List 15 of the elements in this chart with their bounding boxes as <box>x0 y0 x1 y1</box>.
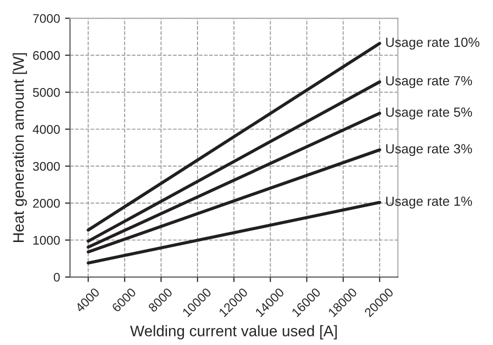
x-axis-title: Welding current value used [A] <box>130 325 337 340</box>
series-label: Usage rate 3% <box>386 144 472 156</box>
y-tick-label: 7000 <box>33 14 60 23</box>
series-label: Usage rate 1% <box>386 196 472 209</box>
y-tick-label: 5000 <box>32 88 60 97</box>
y-tick-label: 2000 <box>33 198 60 208</box>
series-label: Usage rate 7% <box>386 76 472 88</box>
series-label: Usage rate 5% <box>386 108 472 120</box>
y-axis-title: Heat generation amount [W] <box>12 53 27 242</box>
y-tick-label: 6000 <box>33 51 60 60</box>
y-tick-label: 3000 <box>32 162 60 171</box>
series-label: Usage rate 10% <box>386 38 480 50</box>
y-tick-label: 0 <box>54 272 60 282</box>
y-tick-label: 1000 <box>33 236 60 245</box>
y-tick-label: 4000 <box>32 124 60 134</box>
